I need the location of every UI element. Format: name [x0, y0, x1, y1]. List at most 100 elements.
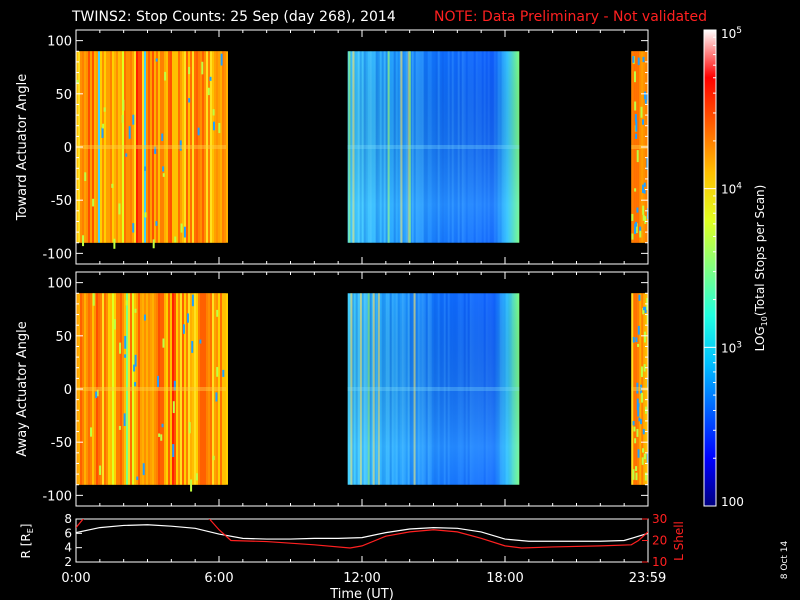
heat-streak — [94, 51, 96, 243]
heat-speck — [644, 306, 647, 314]
ylabel-away: Away Actuator Angle — [15, 321, 30, 456]
heat-streak — [114, 51, 116, 243]
heat-streak — [224, 293, 226, 485]
heat-streak — [156, 51, 158, 243]
heat-streak — [190, 293, 192, 485]
ytick-label: 100 — [47, 35, 72, 50]
heat-speck — [164, 71, 167, 81]
heat-speck — [155, 58, 158, 62]
heat-speck — [143, 314, 146, 321]
heat-speck — [215, 392, 218, 402]
ytick-label: -50 — [51, 436, 72, 451]
ytick-label: 100 — [47, 277, 72, 292]
heat-speck — [634, 229, 637, 234]
heat-streak — [226, 293, 228, 485]
heat-speck — [634, 113, 637, 122]
heat-speck — [119, 342, 122, 354]
heat-speck — [642, 428, 645, 435]
heat-streak — [206, 51, 208, 243]
heat-streak — [112, 51, 114, 243]
heat-streak — [96, 51, 98, 243]
heat-streak — [218, 293, 220, 485]
heat-streak — [198, 51, 200, 243]
heat-speck — [162, 166, 165, 172]
heat-streak — [222, 51, 224, 243]
heat-streak — [104, 293, 106, 485]
heat-speck — [162, 173, 165, 177]
heat-streak — [116, 293, 118, 485]
heat-speck — [199, 339, 202, 344]
heat-streak — [120, 293, 122, 485]
heat-speck — [92, 198, 95, 207]
ytick-label-lshell: 30 — [652, 512, 667, 526]
heat-streak — [148, 51, 150, 243]
heat-streak — [100, 51, 102, 243]
heat-speck — [212, 109, 215, 116]
heat-streak — [118, 293, 120, 485]
heat-streak — [150, 293, 152, 485]
heat-streak — [631, 51, 634, 243]
heat-speck — [113, 319, 116, 330]
colorbar-ticks: 100 103 104 105 — [704, 26, 744, 509]
heatmap-panel-away: -100 -50 0 50 100 Away Actuator Angle — [15, 271, 649, 507]
heat-streak — [166, 51, 168, 243]
heat-speck — [128, 126, 131, 139]
ytick-label: -100 — [42, 489, 72, 504]
heat-speck — [220, 53, 223, 66]
heat-speck — [174, 236, 177, 243]
heat-speck — [632, 56, 635, 63]
heat-speck — [632, 421, 635, 426]
heat-speck — [96, 389, 99, 397]
heat-streak — [84, 51, 86, 243]
heat-streak — [130, 293, 132, 485]
axes-away: -100 -50 0 50 100 — [42, 272, 649, 506]
heat-speck — [190, 479, 193, 492]
heat-streak — [198, 293, 200, 485]
heat-speck — [635, 472, 638, 481]
ytick-label-r: 4 — [64, 541, 72, 555]
heat-streak — [633, 51, 636, 243]
heat-speck — [646, 314, 648, 325]
preliminary-note: NOTE: Data Preliminary - Not validated — [434, 9, 707, 25]
heat-speck — [212, 455, 215, 461]
heat-streak — [162, 51, 164, 243]
heat-streak — [142, 51, 144, 243]
heat-streak — [126, 51, 128, 243]
series-r-line — [76, 524, 648, 542]
heat-streak — [637, 51, 640, 243]
heat-streak — [194, 293, 196, 485]
center-band — [76, 387, 227, 391]
heat-streak — [204, 293, 206, 485]
heat-streak — [192, 51, 194, 243]
heat-speck — [634, 223, 637, 232]
heat-speck — [134, 354, 137, 367]
heat-speck — [160, 434, 163, 441]
heat-speck — [642, 119, 645, 125]
heat-streak — [164, 51, 166, 243]
heat-streak — [134, 51, 136, 243]
ytick-label-lshell: 20 — [652, 534, 667, 548]
heat-streak — [214, 51, 216, 243]
heat-streak — [158, 51, 160, 243]
colorbar-gradient — [704, 30, 716, 506]
xtick-label: 23:59 — [629, 571, 666, 586]
series-lshell-line — [76, 519, 648, 549]
heat-speck — [637, 449, 640, 458]
heat-speck — [172, 444, 175, 458]
heat-speck — [183, 226, 186, 238]
heat-speck — [216, 367, 219, 377]
heat-streak — [631, 293, 634, 485]
heat-streak — [168, 293, 170, 485]
heat-streak — [162, 293, 164, 485]
heat-streak — [208, 51, 210, 243]
heat-speck — [111, 183, 114, 188]
heat-streak — [122, 293, 124, 485]
heat-streak — [130, 51, 132, 243]
heat-speck — [641, 392, 644, 403]
heat-streak — [180, 293, 182, 485]
ytick-label-r: 8 — [64, 512, 72, 526]
ytick-label: -50 — [51, 194, 72, 209]
heat-streak — [124, 293, 126, 485]
